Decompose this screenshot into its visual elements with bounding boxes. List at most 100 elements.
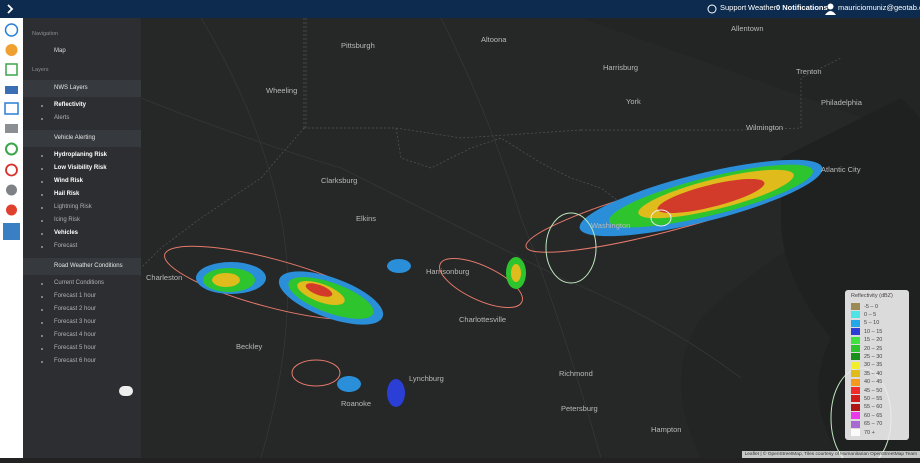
icon[interactable] (5, 124, 18, 133)
layer-dot (41, 283, 43, 285)
city-label: Wheeling (266, 86, 297, 95)
legend-label: 10 – 15 (864, 328, 883, 335)
section-header[interactable]: NWS Layers (23, 80, 141, 97)
layer-item[interactable]: Vehicles (54, 230, 79, 236)
layer-item[interactable]: Forecast 2 hour (54, 306, 97, 312)
layer-dot (41, 118, 43, 120)
app-icons (3, 23, 20, 240)
layer-item[interactable]: Alerts (54, 115, 70, 121)
support-link[interactable]: Support (720, 3, 747, 12)
icon[interactable] (5, 86, 18, 94)
nav-label: Navigation (32, 31, 58, 37)
sidebar: Navigation Map Layers NWS Layers Reflectivit… (23, 18, 141, 458)
layer-dot (41, 207, 43, 209)
layer-item[interactable]: Icing Risk (54, 217, 81, 223)
icon[interactable] (5, 63, 18, 76)
layer-dot (41, 296, 43, 298)
legend-swatch (851, 345, 860, 352)
icon[interactable] (6, 184, 17, 196)
legend-swatch (851, 336, 860, 344)
layer-item[interactable]: Forecast (54, 243, 78, 249)
layer-item[interactable]: Forecast 6 hour (54, 358, 97, 364)
user-menu[interactable]: mauriciomuniz@geotab.com (838, 3, 920, 12)
layer-item[interactable]: Lightning Risk (54, 204, 92, 210)
legend-swatch (851, 319, 860, 327)
city-label: Clarksburg (321, 176, 357, 185)
section-header[interactable]: Vehicle Alerting (23, 130, 141, 147)
layer-item[interactable]: Hail Risk (54, 191, 80, 197)
city-label: Lynchburg (409, 374, 444, 383)
legend-swatch (851, 353, 860, 361)
layer-item[interactable]: Forecast 1 hour (54, 293, 97, 299)
layer-dot (41, 105, 43, 107)
icon[interactable] (5, 163, 18, 177)
legend-swatch (851, 361, 860, 369)
city-label: Altoona (481, 35, 507, 44)
city-label: Petersburg (561, 404, 598, 413)
city-label: Richmond (559, 369, 593, 378)
section-title: Vehicle Alerting (54, 135, 96, 141)
collapse-button[interactable] (119, 386, 133, 396)
legend-label: 70 + (864, 429, 875, 436)
icon[interactable] (5, 142, 18, 156)
layer-item[interactable]: Wind Risk (54, 178, 83, 184)
legend-swatch (851, 412, 860, 420)
city-label: Beckley (236, 342, 263, 351)
legend-label: 50 – 55 (864, 395, 883, 402)
layer-item[interactable]: Reflectivity (54, 102, 87, 108)
city-label: Allentown (731, 24, 764, 33)
map[interactable]: Pittsburgh Altoona Harrisburg Allentown Tren… (141, 18, 920, 458)
icon[interactable] (5, 44, 18, 56)
city-label: Charleston (146, 273, 182, 282)
support-icon (707, 4, 717, 14)
city-label: Elkins (356, 214, 376, 223)
legend-label: 40 – 45 (864, 379, 883, 386)
legend-swatch (851, 429, 860, 436)
layer-dot (41, 322, 43, 324)
legend-label: 20 – 25 (864, 345, 883, 352)
layer-item[interactable]: Forecast 3 hour (54, 319, 97, 325)
radar-storm (164, 212, 892, 458)
legend-swatch (851, 395, 860, 403)
legend-label: 45 – 50 (864, 387, 883, 394)
layer-item[interactable]: Forecast 5 hour (54, 345, 97, 351)
icon[interactable] (4, 102, 19, 115)
city-label: Roanoke (341, 399, 371, 408)
nav-map[interactable]: Map (54, 48, 66, 54)
layers-label: Layers (32, 67, 49, 73)
city-label: Charlottesville (459, 315, 506, 324)
layer-dot (41, 309, 43, 311)
section-header[interactable]: Road Weather Conditions (23, 258, 141, 275)
city-label: York (626, 97, 641, 106)
layer-dot (41, 348, 43, 350)
layer-item[interactable]: Low Visibility Risk (54, 165, 107, 171)
icon[interactable] (6, 204, 17, 216)
help-icon[interactable] (4, 23, 19, 37)
notifications[interactable]: 0 Notifications (776, 3, 828, 12)
city-label: Harrisonburg (426, 267, 469, 276)
radar-storm (525, 159, 823, 253)
top-bar: Support Weather 0 Notifications mauricio… (0, 0, 920, 18)
attribution: Leaflet | © OpenStreetMap, Tiles courtes… (741, 451, 920, 458)
legend-label: 35 – 40 (864, 370, 883, 377)
legend-swatch (851, 420, 860, 428)
city-label: Harrisburg (603, 63, 638, 72)
legend-label: -5 – 0 (864, 303, 879, 310)
layer-item[interactable]: Hydroplaning Risk (54, 152, 108, 158)
layer-dot (41, 168, 43, 170)
legend-swatch (851, 328, 860, 336)
menu-toggle[interactable] (6, 4, 14, 14)
legend-swatch (851, 378, 860, 386)
legend-label: 60 – 65 (864, 412, 883, 419)
legend-label: 30 – 35 (864, 362, 883, 369)
layer-item[interactable]: Forecast 4 hour (54, 332, 97, 338)
city-label: Wilmington (746, 123, 783, 132)
legend-swatch (851, 303, 860, 310)
layer-dot (41, 155, 43, 157)
weather-icon-active[interactable] (3, 223, 20, 240)
layer-item[interactable]: Current Conditions (54, 280, 105, 286)
weather-link[interactable]: Weather (748, 3, 777, 12)
user-icon (825, 3, 836, 15)
